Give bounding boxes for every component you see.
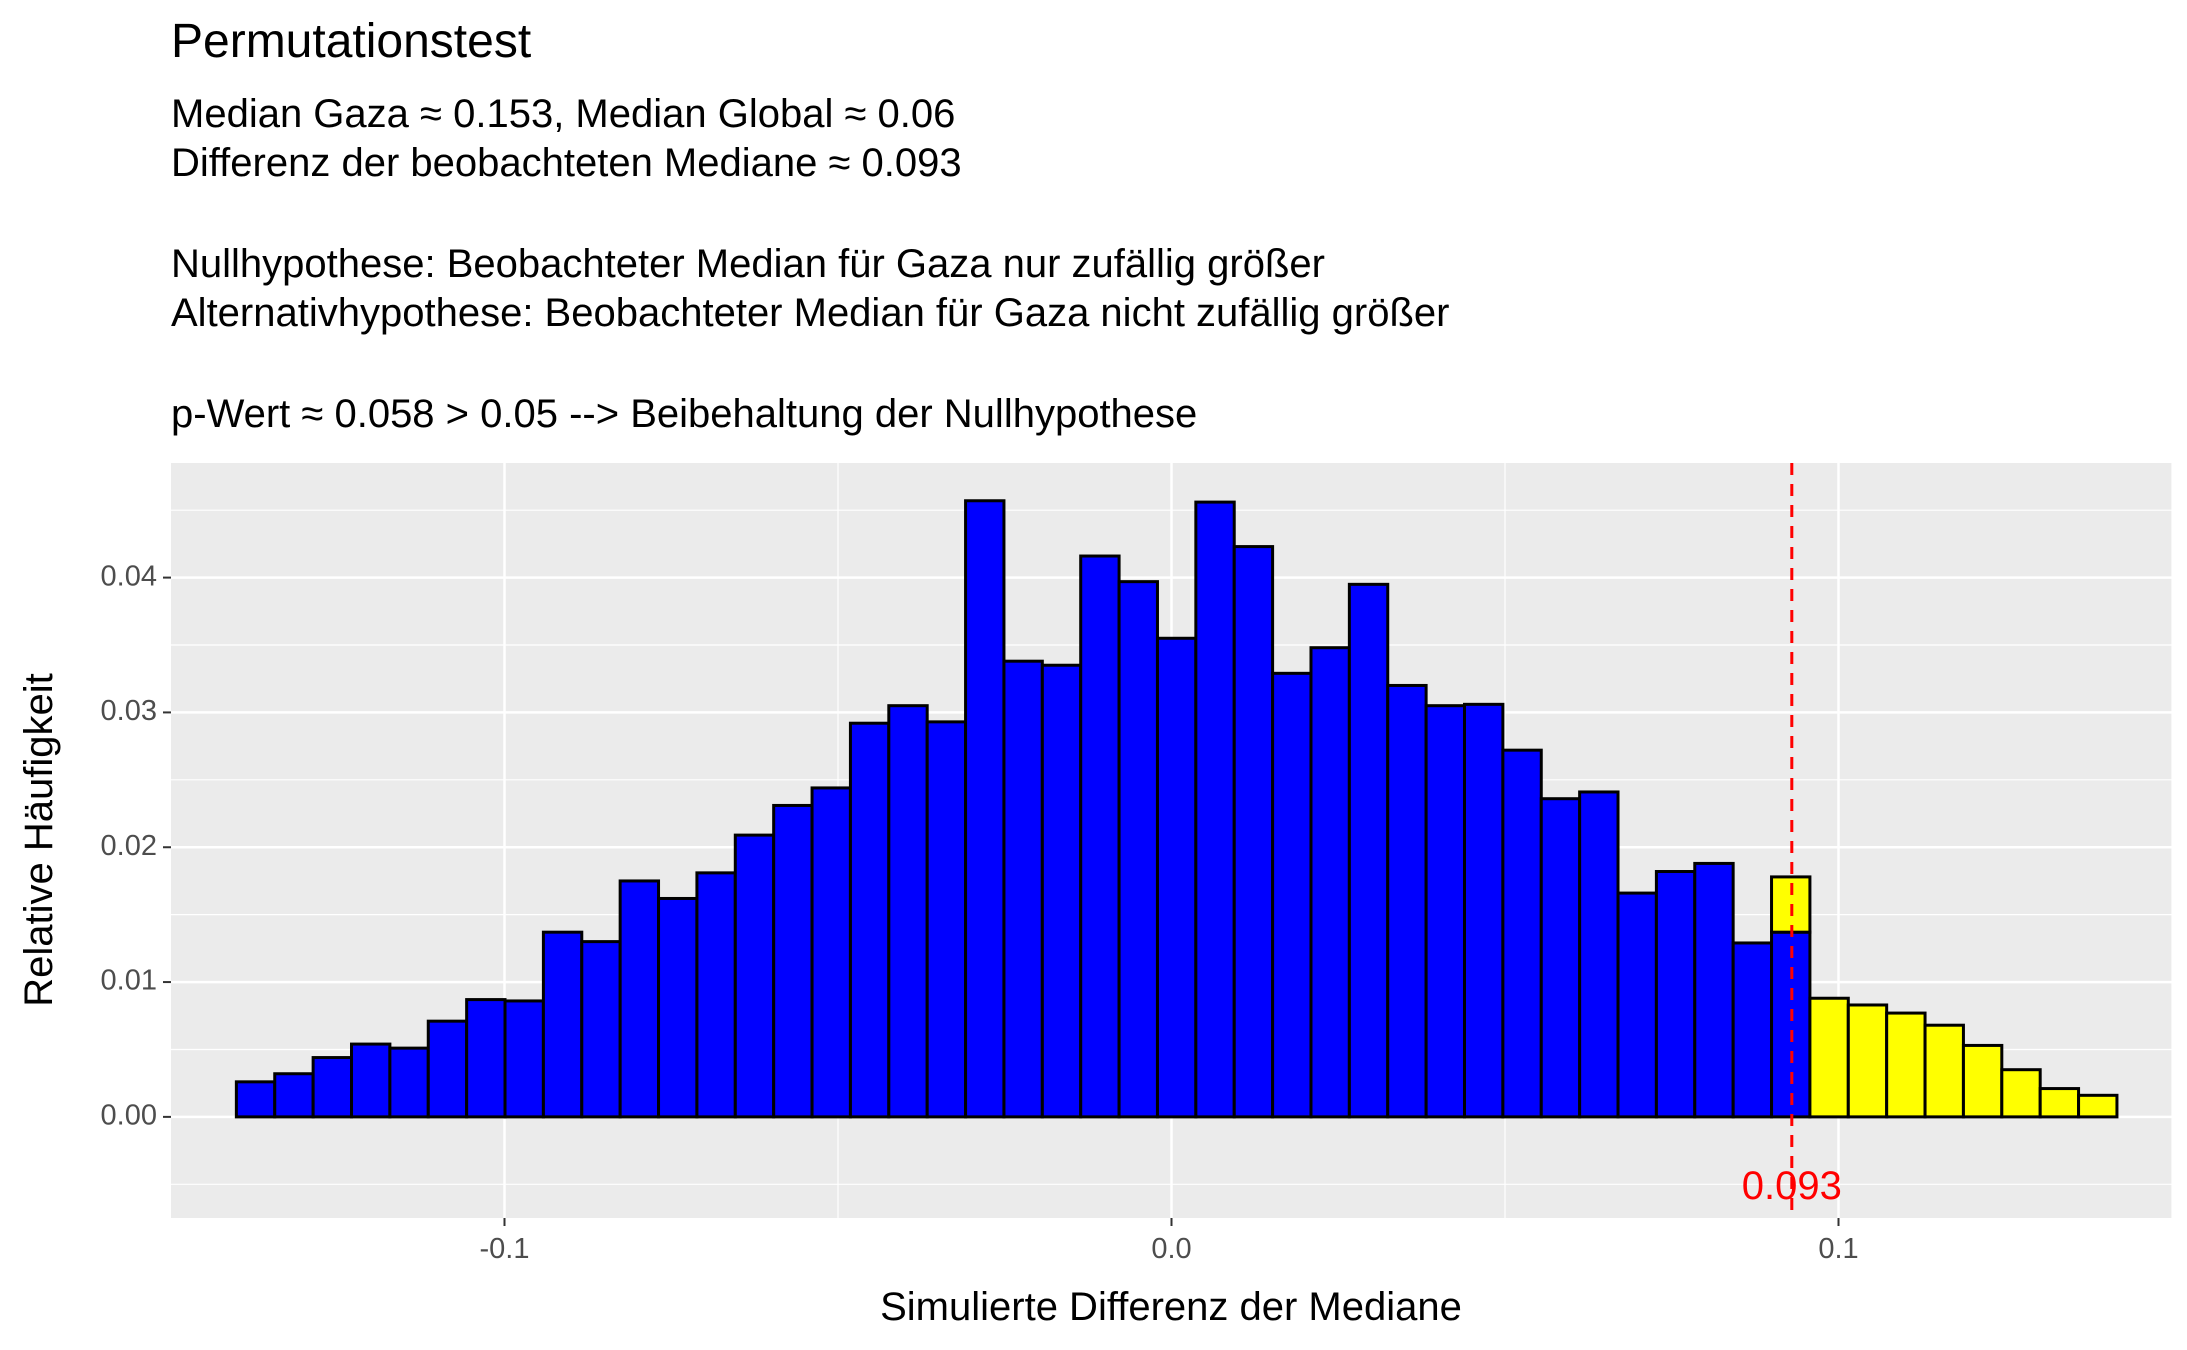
histogram-bar <box>503 999 545 1119</box>
subtitle-line-2: Differenz der beobachteten Mediane ≈ 0.0… <box>171 141 962 185</box>
x-tick-label: -0.1 <box>480 1233 530 1265</box>
histogram-bar <box>1578 790 1620 1119</box>
histogram-bar <box>234 1080 277 1119</box>
histogram-bar <box>1923 1023 1965 1119</box>
x-tick-label: 0.1 <box>1818 1233 1858 1265</box>
histogram-bar <box>2077 1093 2119 1119</box>
histogram-bar <box>350 1042 392 1119</box>
histogram-bar <box>311 1056 354 1119</box>
y-axis-title: Relative Häufigkeit <box>17 673 61 1007</box>
histogram-bars <box>234 499 2119 1119</box>
histogram-bar <box>1770 930 1812 1119</box>
histogram-bar <box>618 879 661 1119</box>
histogram-bar <box>733 833 776 1119</box>
histogram-bar <box>1040 663 1083 1119</box>
histogram-bar <box>1539 797 1582 1119</box>
subtitle-line-7: p-Wert ≈ 0.058 > 0.05 --> Beibehaltung d… <box>171 392 1198 436</box>
histogram-bar <box>2038 1087 2081 1119</box>
histogram-bar <box>541 930 584 1119</box>
histogram-bar <box>1501 748 1543 1119</box>
y-tick-label: 0.00 <box>101 1100 157 1132</box>
histogram-bar <box>695 871 737 1119</box>
histogram-bar <box>964 499 1006 1119</box>
histogram-bar <box>273 1072 315 1119</box>
histogram-bar <box>1616 891 1658 1119</box>
histogram-bar <box>1309 646 1351 1119</box>
y-tick-label: 0.03 <box>101 695 157 727</box>
subtitle-line-5: Alternativhypothese: Beobachteter Median… <box>171 291 1450 335</box>
histogram-bar <box>465 998 507 1119</box>
histogram-bar <box>1386 683 1428 1119</box>
observed-difference-label: 0.093 <box>1742 1164 1842 1208</box>
reference-line: 0.093 <box>1742 463 1842 1218</box>
histogram-bar <box>1462 702 1505 1119</box>
histogram-bar <box>426 1019 469 1119</box>
histogram-bar <box>388 1046 430 1119</box>
histogram-bar <box>1654 870 1697 1119</box>
histogram-bar <box>1846 1003 1889 1119</box>
histogram-bar <box>1347 582 1390 1119</box>
axes: -0.1 0.0 0.1 0.00 0.01 0.02 0.03 0.04 <box>101 560 1859 1265</box>
histogram-bar <box>1424 704 1466 1119</box>
histogram-bar <box>1885 1011 1927 1119</box>
subtitle-line-4: Nullhypothese: Beobachteter Median für G… <box>171 242 1325 286</box>
y-tick-label: 0.04 <box>101 560 157 592</box>
histogram-bar <box>810 786 852 1119</box>
histogram-bar <box>1232 545 1275 1119</box>
chart-title: Permutationstest <box>171 15 532 68</box>
histogram-bar <box>1194 500 1236 1119</box>
y-tick-label: 0.01 <box>101 965 157 997</box>
y-tick-label: 0.02 <box>101 830 157 862</box>
histogram-bar <box>580 940 622 1119</box>
histogram-bar <box>2000 1068 2042 1119</box>
x-tick-label: 0.0 <box>1151 1233 1191 1265</box>
histogram-bar <box>1271 671 1313 1119</box>
histogram-bar <box>1117 580 1159 1119</box>
histogram-bar <box>772 803 814 1119</box>
histogram-bar <box>1693 861 1735 1119</box>
histogram-bar <box>1961 1043 2004 1119</box>
histogram-bar <box>848 721 891 1119</box>
histogram-bar <box>1002 659 1044 1119</box>
histogram-bar <box>657 896 699 1119</box>
subtitle-line-1: Median Gaza ≈ 0.153, Median Global ≈ 0.0… <box>171 92 956 136</box>
histogram-bar <box>1079 554 1121 1119</box>
histogram-bar <box>925 720 968 1119</box>
histogram-bar <box>1808 996 1850 1119</box>
histogram-bar <box>1731 941 1774 1119</box>
histogram-bar <box>887 704 929 1119</box>
x-axis-title: Simulierte Differenz der Mediane <box>880 1285 1462 1329</box>
histogram-bar <box>1155 636 1198 1119</box>
